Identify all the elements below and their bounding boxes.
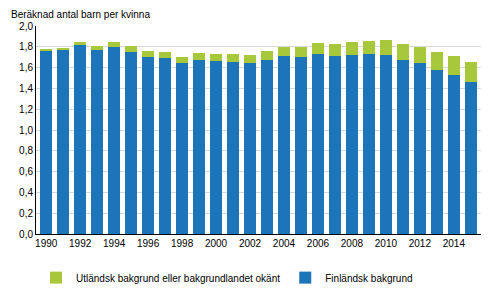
svg-text:1,8: 1,8	[19, 41, 33, 52]
svg-text:2,0: 2,0	[19, 21, 33, 32]
svg-text:1998: 1998	[171, 238, 194, 249]
svg-text:2006: 2006	[307, 238, 330, 249]
svg-text:1,4: 1,4	[19, 83, 33, 94]
svg-text:0,8: 0,8	[19, 145, 33, 156]
svg-text:Beräknad antal barn per kvinna: Beräknad antal barn per kvinna	[11, 9, 150, 20]
svg-text:0,2: 0,2	[19, 208, 33, 219]
svg-text:1,2: 1,2	[19, 104, 33, 115]
svg-text:2004: 2004	[273, 238, 296, 249]
svg-text:1,6: 1,6	[19, 62, 33, 73]
svg-text:2012: 2012	[409, 238, 432, 249]
svg-text:1990: 1990	[35, 238, 58, 249]
svg-text:0,0: 0,0	[19, 229, 33, 240]
svg-text:Utländsk bakgrund eller bakgru: Utländsk bakgrund eller bakgrundlandet o…	[76, 273, 280, 284]
svg-text:1994: 1994	[103, 238, 126, 249]
svg-text:1996: 1996	[137, 238, 160, 249]
svg-text:Finländsk bakgrund: Finländsk bakgrund	[325, 273, 412, 284]
svg-text:2010: 2010	[375, 238, 398, 249]
svg-text:0,4: 0,4	[19, 187, 33, 198]
svg-text:2014: 2014	[443, 238, 466, 249]
svg-text:1992: 1992	[69, 238, 92, 249]
svg-text:2008: 2008	[341, 238, 364, 249]
svg-text:1,0: 1,0	[19, 125, 33, 136]
svg-text:2002: 2002	[239, 238, 262, 249]
svg-text:0,6: 0,6	[19, 166, 33, 177]
svg-text:2000: 2000	[205, 238, 228, 249]
